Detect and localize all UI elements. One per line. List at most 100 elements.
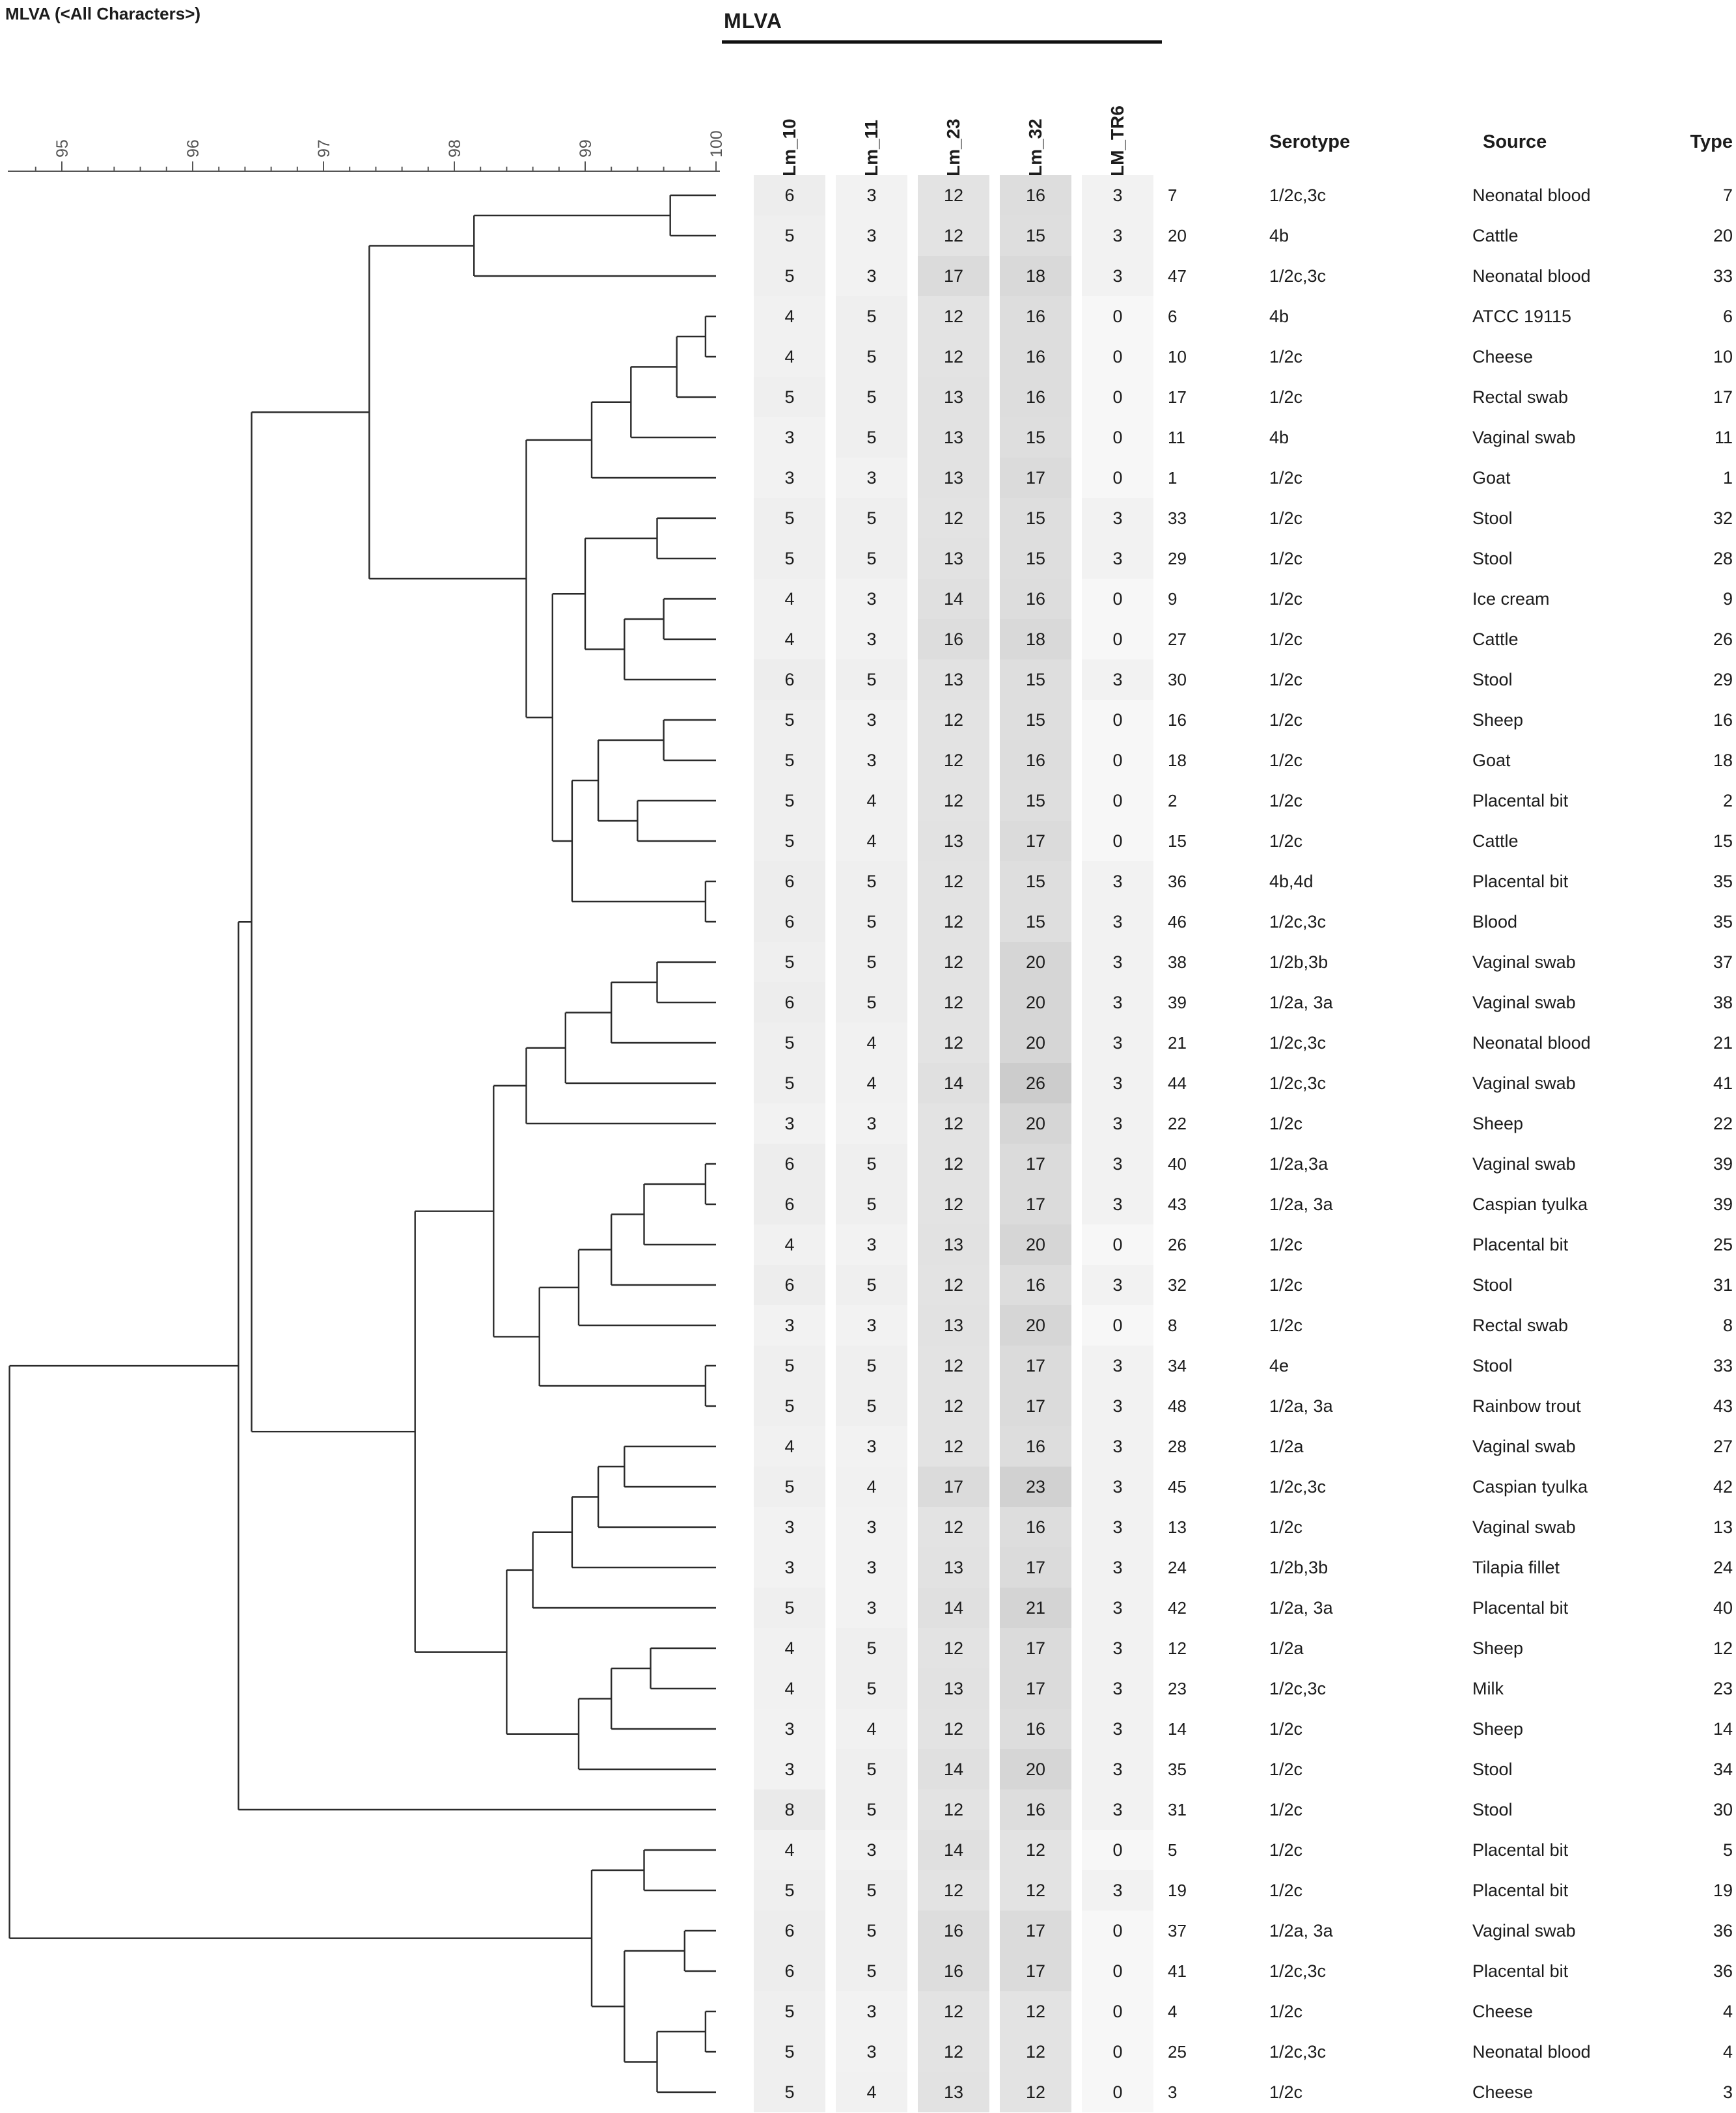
type-cell: 7 — [1722, 185, 1733, 205]
mlva-value-cell: 3 — [1082, 1426, 1153, 1467]
mlva-value-cell: 12 — [918, 498, 989, 538]
mlva-value-cell: 6 — [754, 902, 825, 942]
source-cell: Vaginal swab — [1472, 1073, 1576, 1093]
source-cell: Vaginal swab — [1472, 1517, 1576, 1537]
mlva-value-cell: 3 — [836, 175, 907, 215]
mlva-value-cell: 16 — [1000, 1507, 1071, 1547]
serotype-cell: 1/2a — [1269, 1638, 1304, 1658]
table-row: 6 5 12 15 3 36 4b,4d Placental bit 35 — [749, 861, 1733, 902]
mlva-value-cell: 3 — [836, 700, 907, 740]
mlva-value-cell: 12 — [1000, 2032, 1071, 2072]
mlva-value-cell: 3 — [1082, 942, 1153, 982]
mlva-value-cell: 12 — [918, 1346, 989, 1386]
table-row: 6 5 12 16 3 32 1/2c Stool 31 — [749, 1265, 1733, 1305]
source-cell: Sheep — [1472, 1638, 1524, 1658]
mlva-value-cell: 3 — [836, 1507, 907, 1547]
table-row: 6 5 12 20 3 39 1/2a, 3a Vaginal swab 38 — [749, 982, 1733, 1023]
mlva-value-cell: 17 — [1000, 1346, 1071, 1386]
serotype-cell: 1/2c — [1269, 1234, 1303, 1254]
source-cell: Goat — [1472, 750, 1511, 770]
mlva-value-cell: 3 — [754, 458, 825, 498]
mlva-underline — [722, 40, 1162, 44]
isolate-key-cell: 32 — [1168, 1275, 1187, 1295]
serotype-cell: 1/2c,3c — [1269, 266, 1327, 286]
mlva-value-cell: 0 — [1082, 821, 1153, 861]
mlva-value-cell: 5 — [754, 740, 825, 780]
serotype-cell: 1/2c — [1269, 1315, 1303, 1335]
type-cell: 16 — [1713, 710, 1733, 730]
type-cell: 28 — [1713, 548, 1733, 568]
table-row: 5 4 17 23 3 45 1/2c,3c Caspian tyulka 42 — [749, 1467, 1733, 1507]
column-header-lm_32: Lm_32 — [1025, 118, 1045, 176]
mlva-value-cell: 5 — [836, 296, 907, 337]
type-cell: 5 — [1722, 1840, 1733, 1860]
mlva-value-cell: 3 — [1082, 1628, 1153, 1668]
mlva-value-cell: 17 — [1000, 1386, 1071, 1426]
mlva-value-cell: 3 — [1082, 1668, 1153, 1709]
serotype-cell: 1/2a, 3a — [1269, 1194, 1333, 1214]
axis-tick-label: 99 — [577, 139, 595, 158]
table-row: 4 3 16 18 0 27 1/2c Cattle 26 — [749, 619, 1733, 659]
mlva-value-cell: 16 — [1000, 337, 1071, 377]
mlva-value-cell: 4 — [754, 337, 825, 377]
type-cell: 14 — [1713, 1719, 1733, 1739]
mlva-value-cell: 17 — [1000, 1184, 1071, 1224]
serotype-cell: 1/2c — [1269, 2082, 1303, 2102]
isolate-key-cell: 37 — [1168, 1920, 1187, 1940]
mlva-value-cell: 20 — [1000, 1749, 1071, 1789]
mlva-value-cell: 3 — [1082, 1789, 1153, 1830]
mlva-value-cell: 3 — [754, 1305, 825, 1346]
isolate-key-cell: 21 — [1168, 1032, 1187, 1053]
mlva-value-cell: 3 — [836, 1547, 907, 1588]
serotype-cell: 1/2c — [1269, 710, 1303, 730]
source-cell: Stool — [1472, 1275, 1513, 1295]
table-row: 4 5 12 17 3 12 1/2a Sheep 12 — [749, 1628, 1733, 1668]
source-cell: Tilapia fillet — [1472, 1557, 1560, 1577]
table-row: 5 5 12 12 3 19 1/2c Placental bit 19 — [749, 1870, 1733, 1911]
type-cell: 6 — [1722, 306, 1733, 326]
mlva-value-cell: 16 — [1000, 1265, 1071, 1305]
source-cell: Stool — [1472, 1799, 1513, 1819]
isolate-key-cell: 41 — [1168, 1961, 1187, 1981]
isolate-key-cell: 9 — [1168, 588, 1178, 609]
source-cell: Placental bit — [1472, 1961, 1569, 1981]
mlva-value-cell: 20 — [1000, 942, 1071, 982]
table-row: 4 3 14 12 0 5 1/2c Placental bit 5 — [749, 1830, 1733, 1870]
mlva-value-cell: 5 — [836, 1346, 907, 1386]
isolate-key-cell: 26 — [1168, 1234, 1187, 1254]
mlva-value-cell: 12 — [918, 2032, 989, 2072]
mlva-value-cell: 5 — [754, 1023, 825, 1063]
mlva-value-cell: 14 — [918, 1749, 989, 1789]
isolate-key-cell: 10 — [1168, 346, 1187, 366]
table-row: 3 4 12 16 3 14 1/2c Sheep 14 — [749, 1709, 1733, 1749]
mlva-value-cell: 16 — [1000, 1789, 1071, 1830]
mlva-value-cell: 0 — [1082, 458, 1153, 498]
mlva-value-cell: 15 — [1000, 417, 1071, 458]
serotype-cell: 1/2c,3c — [1269, 1961, 1327, 1981]
mlva-value-cell: 4 — [754, 1628, 825, 1668]
mlva-value-cell: 18 — [1000, 256, 1071, 296]
mlva-value-cell: 17 — [1000, 1144, 1071, 1184]
serotype-cell: 4b,4d — [1269, 871, 1314, 891]
table-row: 4 5 13 17 3 23 1/2c,3c Milk 23 — [749, 1668, 1733, 1709]
isolate-key-cell: 6 — [1168, 306, 1178, 326]
type-cell: 27 — [1713, 1436, 1733, 1456]
type-cell: 17 — [1713, 387, 1733, 407]
mlva-value-cell: 3 — [754, 1507, 825, 1547]
type-cell: 33 — [1713, 266, 1733, 286]
source-cell: Neonatal blood — [1472, 185, 1591, 205]
mlva-value-cell: 18 — [1000, 619, 1071, 659]
mlva-value-cell: 8 — [754, 1789, 825, 1830]
type-cell: 41 — [1713, 1073, 1733, 1093]
isolate-key-cell: 11 — [1168, 427, 1185, 447]
mlva-value-cell: 5 — [754, 538, 825, 579]
mlva-value-cell: 0 — [1082, 1911, 1153, 1951]
type-cell: 26 — [1713, 629, 1733, 649]
mlva-value-cell: 5 — [754, 1063, 825, 1103]
source-cell: Stool — [1472, 1355, 1513, 1375]
mlva-value-cell: 3 — [1082, 256, 1153, 296]
type-cell: 34 — [1713, 1759, 1733, 1779]
source-cell: Cattle — [1472, 831, 1519, 851]
figure-title-left: MLVA (<All Characters>) — [5, 4, 201, 23]
mlva-value-cell: 5 — [754, 700, 825, 740]
